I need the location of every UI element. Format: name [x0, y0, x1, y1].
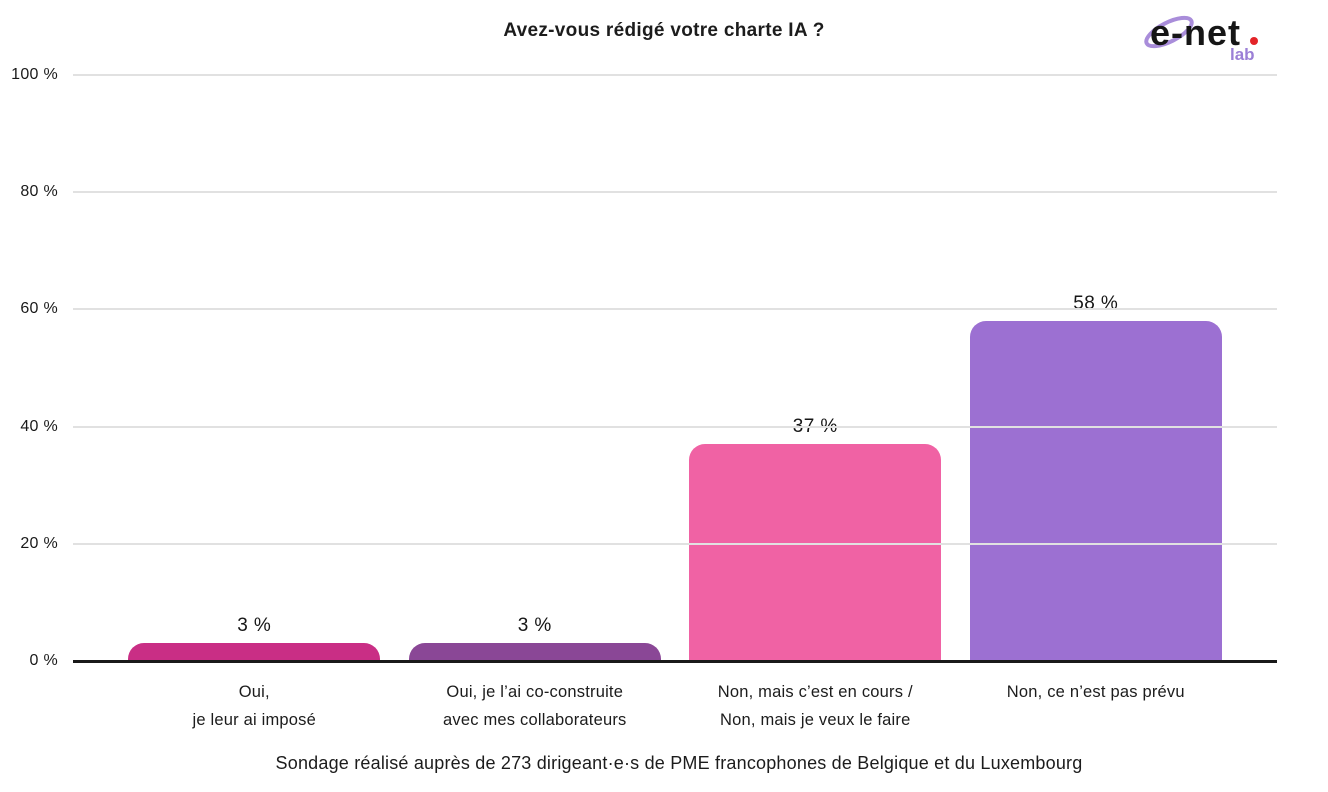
gridline	[73, 425, 1277, 428]
enet-lab-logo-icon: e-net lab	[1144, 12, 1258, 64]
logo-red-dot	[1250, 37, 1258, 45]
x-axis-line	[73, 660, 1277, 663]
y-tick-label: 100 %	[11, 66, 58, 83]
logo-orbit-ring-icon	[1144, 15, 1194, 49]
category-label: Non, ce n’est pas prévu	[1006, 683, 1185, 701]
bar-slots: 3 % Oui, je leur ai imposé 3 % Oui, je l’ai …	[114, 75, 1237, 729]
logo-brand-text: e-net	[1150, 12, 1241, 53]
chart-title: Avez-vous rédigé votre charte IA ?	[503, 20, 825, 41]
bar-1[interactable]	[128, 643, 381, 661]
bar-slot: 37 % Non, mais c’est en cours / Non, mais …	[675, 75, 956, 729]
value-label: 58 %	[1073, 293, 1119, 315]
y-tick-label: 60 %	[20, 300, 58, 318]
bar-3[interactable]	[689, 444, 942, 661]
value-label: 3 %	[517, 615, 552, 637]
gridline	[73, 308, 1277, 311]
gridline	[73, 74, 1277, 76]
bar-4[interactable]	[969, 321, 1222, 661]
category-label: Oui, je leur ai imposé	[192, 683, 317, 729]
bar-slot: 3 % Oui, je l’ai co-construite avec mes co…	[395, 75, 676, 729]
y-tick-label: 20 %	[20, 534, 58, 552]
y-tick-label: 80 %	[20, 183, 58, 201]
gridline	[73, 191, 1277, 194]
footer-caption: Sondage réalisé auprès de 273 dirigeant·…	[275, 753, 1083, 773]
value-label: 3 %	[237, 615, 272, 637]
category-label: Oui, je l’ai co-construite avec mes colla…	[443, 683, 627, 729]
bar-slot: 3 % Oui, je leur ai imposé	[114, 75, 395, 729]
y-tick-label: 0 %	[29, 652, 58, 669]
logo-sub-text: lab	[1230, 45, 1255, 64]
category-label: Non, mais c’est en cours / Non, mais je v…	[717, 683, 913, 729]
bar-slot: 58 % Non, ce n’est pas prévu	[956, 75, 1237, 701]
plot-area: 3 % Oui, je leur ai imposé 3 % Oui, je l’ai …	[11, 67, 1277, 729]
bar-2[interactable]	[408, 643, 661, 661]
gridline	[73, 542, 1277, 545]
y-tick-label: 40 %	[20, 417, 58, 435]
